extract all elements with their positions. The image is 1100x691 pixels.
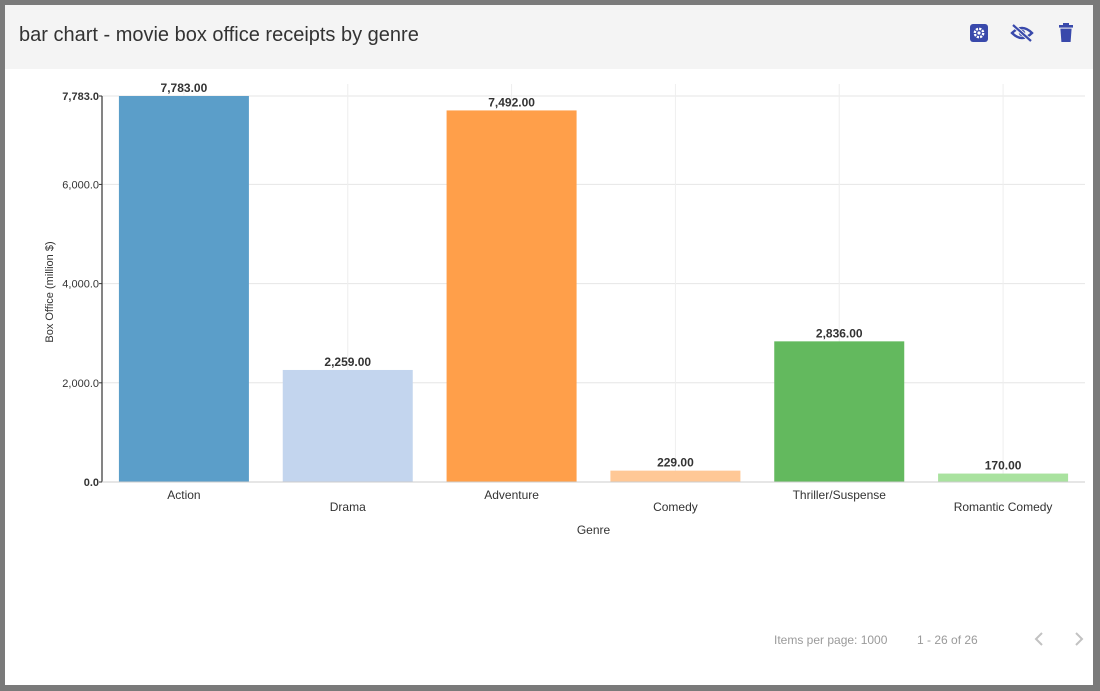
y-tick-label: 4,000.0 [62,279,99,291]
bar-thriller-suspense [774,341,905,482]
bar-value-label: 2,836.00 [816,326,863,340]
axes [99,95,1085,483]
grid-lines [102,84,1085,482]
next-page-icon[interactable] [1065,625,1093,653]
pagination-range: 1 - 26 of 26 [917,633,978,647]
x-tick-label: Action [167,488,200,502]
bar-drama [282,369,413,482]
chart-title: bar chart - movie box office receipts by… [19,24,419,46]
y-tick-label: 6,000.0 [62,179,99,191]
bar-romantic-comedy [938,473,1069,482]
bar-value-label: 7,783.00 [161,81,208,95]
previous-page-icon[interactable] [1025,625,1053,653]
items-per-page-label: Items per page: 1000 [774,633,888,647]
x-tick-label: Drama [330,500,366,514]
visibility-off-icon[interactable] [1010,21,1034,45]
bar-value-label: 170.00 [985,459,1022,473]
bar-value-label: 7,492.00 [488,95,535,109]
bars [118,96,1069,482]
delete-icon[interactable] [1054,21,1078,45]
y-tick-label: 0.0 [84,477,99,489]
y-axis-title: Box Office (million $) [44,241,56,342]
chart-card: bar chart - movie box office receipts by… [5,5,1093,685]
settings-icon[interactable] [967,21,991,45]
bar-action [118,96,249,482]
labels: 7,783.00 2,259.00 7,492.00 229.00 2,836.00 17… [44,81,1052,537]
y-tick-label: 2,000.0 [62,378,99,390]
card-header: bar chart - movie box office receipts by… [5,5,1093,69]
x-tick-label: Comedy [653,500,698,514]
x-tick-label: Adventure [484,488,539,502]
bar-value-label: 229.00 [657,456,694,470]
bar-chart: 7,783.00 2,259.00 7,492.00 229.00 2,836.00 17… [44,81,1085,537]
x-tick-label: Thriller/Suspense [793,488,887,502]
x-axis-title: Genre [577,523,611,537]
bar-adventure [446,110,577,482]
bar-comedy [610,470,741,482]
y-tick-label: 7,783.0 [62,91,99,103]
bar-value-label: 2,259.00 [324,355,371,369]
x-tick-label: Romantic Comedy [954,500,1053,514]
